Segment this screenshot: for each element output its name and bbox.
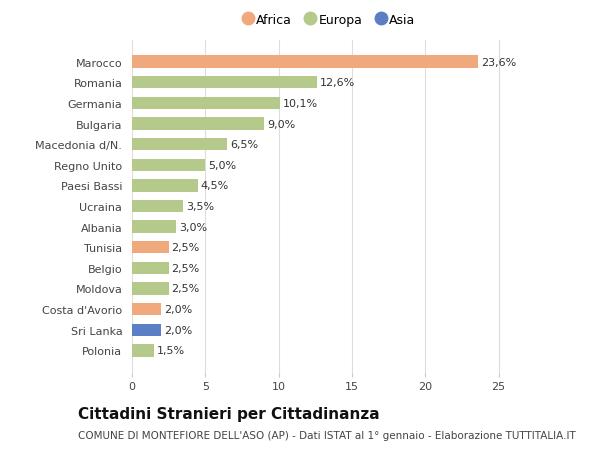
Text: 23,6%: 23,6% [481,57,517,67]
Bar [132,221,176,233]
Text: 10,1%: 10,1% [283,99,318,109]
Bar [132,201,184,213]
Text: COMUNE DI MONTEFIORE DELL'ASO (AP) - Dati ISTAT al 1° gennaio - Elaborazione TUT: COMUNE DI MONTEFIORE DELL'ASO (AP) - Dat… [78,431,576,441]
Bar [132,97,280,110]
Text: 2,5%: 2,5% [172,243,200,253]
Legend: Africa, Europa, Asia: Africa, Europa, Asia [240,9,420,32]
Bar [132,283,169,295]
Text: 5,0%: 5,0% [208,160,236,170]
Text: 4,5%: 4,5% [201,181,229,191]
Text: 6,5%: 6,5% [230,140,259,150]
Text: 1,5%: 1,5% [157,346,185,356]
Bar [132,241,169,254]
Bar [132,344,154,357]
Bar [132,77,317,89]
Bar [132,180,198,192]
Bar [132,159,205,172]
Bar [132,324,161,336]
Text: 2,0%: 2,0% [164,325,193,335]
Bar [132,303,161,316]
Text: 2,5%: 2,5% [172,263,200,273]
Bar [132,118,264,130]
Bar [132,56,478,69]
Text: 12,6%: 12,6% [320,78,355,88]
Text: 3,0%: 3,0% [179,222,207,232]
Text: 2,0%: 2,0% [164,304,193,314]
Text: 2,5%: 2,5% [172,284,200,294]
Text: 3,5%: 3,5% [186,202,214,212]
Bar [132,262,169,274]
Text: Cittadini Stranieri per Cittadinanza: Cittadini Stranieri per Cittadinanza [78,406,380,421]
Bar [132,139,227,151]
Text: 9,0%: 9,0% [267,119,295,129]
